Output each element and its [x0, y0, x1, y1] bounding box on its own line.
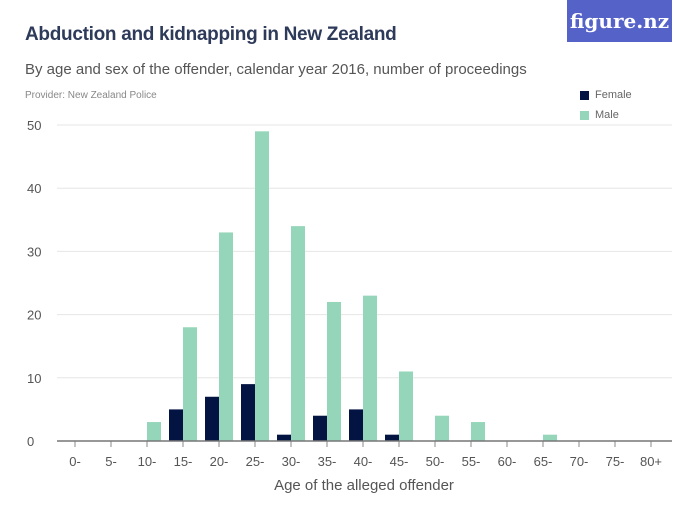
x-tick-label: 40-	[354, 454, 373, 469]
x-tick-label: 0-	[69, 454, 81, 469]
y-tick-label: 0	[27, 434, 34, 449]
y-tick-label: 10	[27, 371, 41, 386]
legend-swatch-male	[580, 110, 589, 120]
bar-female	[241, 384, 255, 441]
legend: Female Male	[580, 85, 632, 125]
x-tick-label: 15-	[174, 454, 193, 469]
provider-text: Provider: New Zealand Police	[25, 90, 157, 101]
x-tick-label: 5-	[105, 454, 117, 469]
bar-female	[385, 434, 399, 441]
bar-male	[363, 295, 377, 441]
y-tick-label: 20	[27, 308, 41, 323]
bar-male	[435, 415, 449, 441]
bar-female	[205, 396, 219, 441]
x-tick-label: 45-	[390, 454, 409, 469]
x-tick-label: 80+	[640, 454, 662, 469]
bar-male	[543, 434, 557, 441]
bar-male	[147, 422, 161, 441]
x-tick-label: 60-	[498, 454, 517, 469]
chart-title: Abduction and kidnapping in New Zealand	[25, 24, 397, 45]
legend-label: Female	[595, 89, 632, 101]
x-tick-label: 55-	[462, 454, 481, 469]
figure-nz-logo[interactable]: figure.nz	[567, 0, 672, 42]
x-tick-label: 65-	[534, 454, 553, 469]
bar-female	[313, 415, 327, 441]
x-tick-label: 70-	[570, 454, 589, 469]
bar-female	[349, 409, 363, 441]
bar-male	[183, 327, 197, 441]
x-tick-label: 25-	[246, 454, 265, 469]
x-tick-label: 30-	[282, 454, 301, 469]
legend-label: Male	[595, 109, 619, 121]
x-tick-label: 35-	[318, 454, 337, 469]
y-tick-label: 30	[27, 244, 41, 259]
bar-male	[471, 422, 485, 441]
bar-male	[327, 301, 341, 441]
x-tick-label: 10-	[138, 454, 157, 469]
x-tick-label: 20-	[210, 454, 229, 469]
y-tick-label: 40	[27, 181, 41, 196]
bar-female	[277, 434, 291, 441]
y-tick-label: 50	[27, 118, 41, 133]
bar-female	[169, 409, 183, 441]
x-axis-label: Age of the alleged offender	[274, 477, 454, 494]
x-tick-label: 50-	[426, 454, 445, 469]
bar-male	[399, 371, 413, 441]
legend-swatch-female	[580, 90, 589, 100]
legend-item-male: Male	[580, 105, 632, 125]
x-tick-label: 75-	[606, 454, 625, 469]
bar-male	[219, 232, 233, 441]
bar-male	[255, 131, 269, 441]
chart-subtitle: By age and sex of the offender, calendar…	[25, 61, 527, 78]
legend-item-female: Female	[580, 85, 632, 105]
bar-male	[291, 226, 305, 441]
